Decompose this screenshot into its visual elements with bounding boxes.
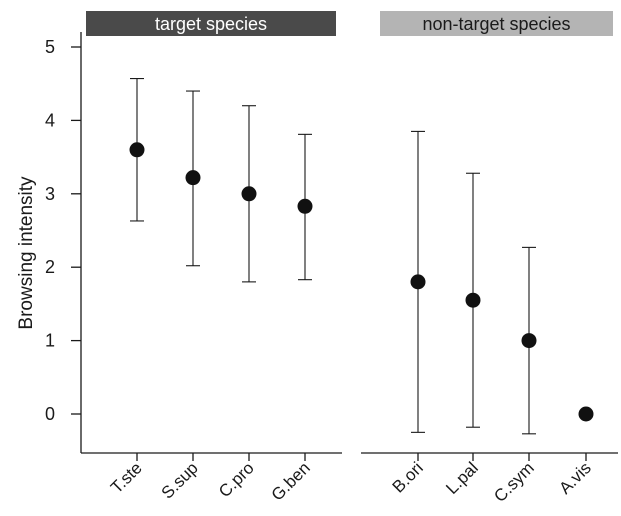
x-tick-label: L.pal (442, 458, 482, 498)
panel-header-label: non-target species (422, 14, 570, 34)
data-point-G.ben (297, 198, 313, 214)
x-tick-label: B.ori (389, 458, 427, 496)
panel-target: target species T.ste S.sup C.pro G.ben (81, 11, 342, 505)
y-tick-label: 2 (45, 257, 55, 277)
y-tick-label: 0 (45, 404, 55, 424)
y-axis: 0 1 2 3 4 5 (45, 32, 82, 453)
y-tick-label: 4 (45, 110, 55, 130)
x-tick-label: G.ben (268, 458, 314, 504)
y-axis-title: Browsing intensity (16, 176, 37, 330)
data-point-B.ori (410, 274, 426, 290)
data-point-T.ste (129, 142, 145, 158)
y-tick-label: 5 (45, 37, 55, 57)
data-point-S.sup (185, 170, 201, 186)
y-tick-label: 3 (45, 184, 55, 204)
data-point-A.vis (578, 406, 594, 422)
data-point-L.pal (465, 292, 481, 308)
panel-header-label: target species (155, 14, 267, 34)
data-point-C.sym (521, 333, 537, 349)
panel-non-target: non-target species B.ori L.pal C.sym A.vis (361, 11, 618, 506)
x-tick-label: S.sup (158, 458, 202, 502)
data-point-C.pro (241, 186, 257, 202)
x-tick-label: C.pro (215, 458, 258, 501)
panel-header-bar (380, 11, 613, 36)
x-tick-label: C.sym (490, 458, 537, 505)
x-tick-label: T.ste (107, 458, 146, 497)
chart-panels: target species T.ste S.sup C.pro G.ben non-ta… (81, 11, 618, 506)
panel-header-bar (86, 11, 336, 36)
x-tick-label: A.vis (555, 458, 594, 497)
y-tick-label: 1 (45, 331, 55, 351)
